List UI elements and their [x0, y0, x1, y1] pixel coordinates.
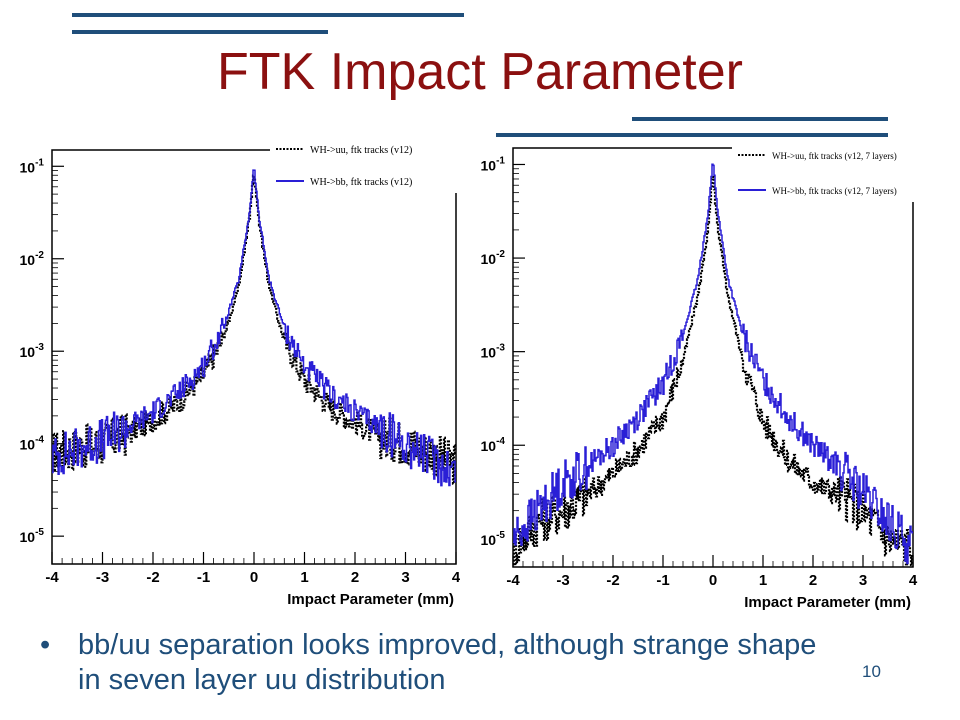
legend-label: WH->bb, ftk tracks (v12): [310, 177, 412, 188]
x-tick-label: 4: [452, 569, 460, 586]
page-number: 10: [862, 662, 881, 681]
plot-v12-svg: -4 -3 -2 -1 0 1 2 3 4 10-1 10-2 10-3 10-4 10-5 Impact …: [20, 138, 460, 608]
bullet-dot: •: [40, 629, 51, 661]
x-tick-label: 3: [859, 572, 867, 589]
y-tick-label: 10-3: [481, 343, 506, 361]
impact-parameter-plot-7-layers: -4 -3 -2 -1 0 1 2 3 4 10-1 10-2 10-3 10-4 10-5 Impact …: [470, 140, 922, 614]
title-rule-top-long: [72, 13, 464, 17]
y-tick-label: 10-3: [20, 342, 45, 360]
x-tick-label: -2: [146, 569, 159, 586]
x-tick-label: 0: [709, 572, 717, 589]
x-axis-label: Impact Parameter (mm): [744, 594, 911, 611]
series-bb-line: [513, 163, 913, 565]
legend-label: WH->uu, ftk tracks (v12, 7 layers): [772, 151, 897, 161]
x-tick-label: -4: [506, 572, 520, 589]
legend-box: [732, 140, 917, 202]
bullet-text: bb/uu separation looks improved, althoug…: [78, 629, 817, 696]
x-tick-label: 2: [809, 572, 817, 589]
x-tick-label: -3: [556, 572, 569, 589]
y-tick-label: 10-5: [481, 530, 506, 548]
x-tick-label: 0: [250, 569, 258, 586]
x-axis-label: Impact Parameter (mm): [287, 591, 454, 608]
title-rule-top-short: [72, 30, 328, 34]
impact-parameter-plot-v12: -4 -3 -2 -1 0 1 2 3 4 10-1 10-2 10-3 10-4 10-5 Impact …: [8, 138, 460, 616]
x-tick-label: 1: [759, 572, 767, 589]
x-tick-label: 3: [401, 569, 409, 586]
x-tick-label: -2: [606, 572, 619, 589]
x-tick-label: 4: [909, 572, 918, 589]
legend-label: WH->uu, ftk tracks (v12): [310, 145, 412, 156]
series-bb-line: [52, 169, 456, 487]
slide-title: FTK Impact Parameter: [217, 43, 743, 101]
series-uu-line: [51, 174, 457, 485]
y-tick-label: 10-5: [20, 527, 45, 545]
title-rule-bottom-short: [632, 117, 888, 121]
x-tick-label: 2: [351, 569, 359, 586]
x-tick-label: -3: [96, 569, 109, 586]
y-tick-label: 10-2: [481, 249, 506, 267]
x-tick-label: -1: [197, 569, 210, 586]
y-tick-label: 10-1: [481, 155, 506, 173]
y-tick-label: 10-2: [20, 250, 45, 268]
y-tick-label: 10-4: [20, 435, 45, 453]
series-uu-line: [512, 176, 914, 567]
legend-label: WH->bb, ftk tracks (v12, 7 layers): [772, 186, 897, 196]
y-tick-label: 10-4: [481, 436, 506, 454]
x-tick-label: -4: [45, 569, 59, 586]
plot-frame: [51, 149, 457, 565]
title-rule-bottom-long: [496, 133, 888, 137]
y-tick-label: 10-1: [20, 157, 45, 175]
x-tick-label: 1: [300, 569, 308, 586]
plot-7-layers-svg: -4 -3 -2 -1 0 1 2 3 4 10-1 10-2 10-3 10-4 10-5 Impact …: [481, 140, 918, 611]
x-tick-label: -1: [656, 572, 669, 589]
legend-box: [270, 138, 460, 193]
